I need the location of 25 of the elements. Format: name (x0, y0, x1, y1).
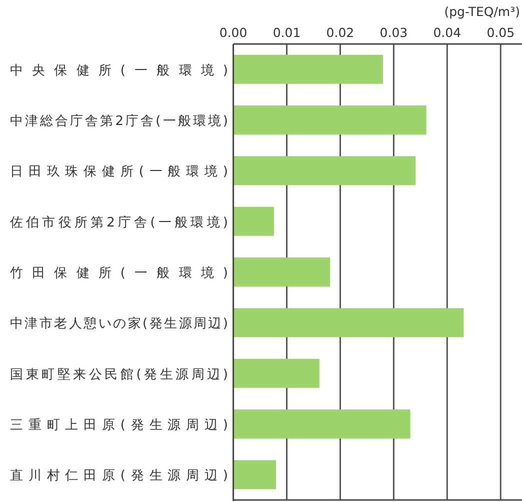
y-tick-label: 中央保健所(一般環境) (10, 62, 228, 78)
y-tick-label: 国東町堅来公民館(発生源周辺) (10, 367, 228, 382)
y-tick-label: 中津市老人憩いの家(発生源周辺) (10, 316, 228, 332)
x-tick-label: 0.01 (272, 25, 301, 40)
x-tick-label: 0.02 (326, 25, 354, 40)
y-tick-label: 直川村仁田原(発生源周辺) (10, 468, 228, 484)
bar (233, 410, 410, 438)
bar (233, 54, 383, 84)
x-axis-title: (pg-TEQ/m³) (444, 4, 520, 19)
x-tick-label: 0.05 (486, 25, 515, 40)
bar (233, 258, 330, 286)
x-tick-label: 0.03 (380, 25, 408, 40)
bar (233, 358, 320, 388)
bar (233, 460, 276, 490)
bar (233, 308, 464, 338)
y-tick-label: 日田玖珠保健所(一般環境) (10, 164, 228, 180)
y-tick-label: 竹田保健所(一般環境) (10, 265, 228, 281)
y-tick-label: 佐伯市役所第2庁舎(一般環境) (10, 214, 228, 230)
y-tick-label: 中津総合庁舎第2庁舎(一般環境) (10, 113, 228, 129)
bar (233, 206, 274, 236)
bar (233, 156, 416, 186)
y-tick-label: 三重町上田原(発生源周辺) (10, 418, 228, 433)
x-tick-label: 0.04 (433, 25, 462, 40)
x-tick-label: 0.00 (219, 25, 248, 40)
bar (233, 106, 426, 134)
